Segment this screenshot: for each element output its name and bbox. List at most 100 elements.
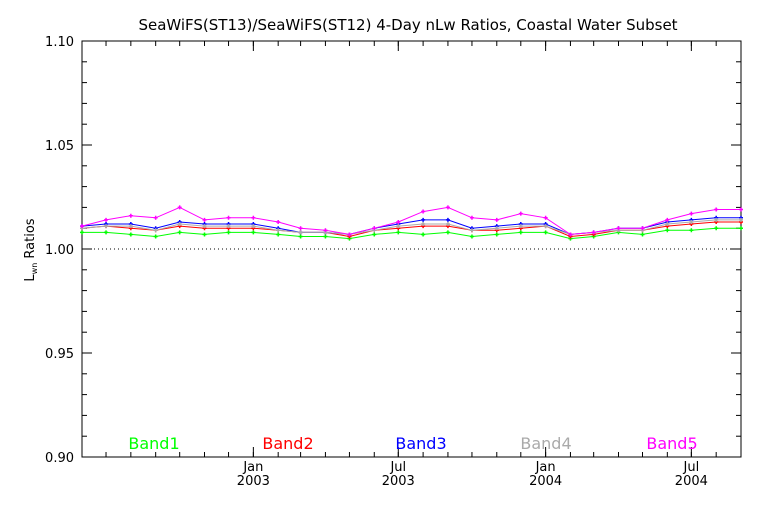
data-point — [128, 232, 133, 237]
chart-title: SeaWiFS(ST13)/SeaWiFS(ST12) 4-Day nLw Ra… — [138, 16, 677, 34]
x-tick-label-month: Jul — [389, 460, 406, 475]
data-point — [689, 211, 694, 216]
axis-ticks: 1.101.051.000.950.90Jan2003Jul2003Jan200… — [45, 35, 741, 489]
y-tick-label: 1.00 — [45, 243, 74, 258]
data-point — [469, 228, 474, 233]
data-point — [421, 217, 426, 222]
legend: Band1 Band2 Band3 Band4 Band5 — [128, 434, 697, 453]
data-point — [276, 219, 281, 224]
data-point — [226, 215, 231, 220]
data-point — [80, 224, 84, 229]
data-point — [616, 226, 621, 231]
data-point — [421, 232, 426, 237]
y-tick-label: 0.95 — [45, 347, 74, 362]
data-point — [153, 234, 158, 239]
data-point — [298, 226, 303, 231]
data-point — [298, 230, 303, 235]
data-point — [739, 207, 743, 212]
data-point — [518, 224, 523, 229]
y-tick-label: 0.90 — [45, 451, 74, 466]
series-band1 — [80, 226, 743, 241]
data-point — [739, 217, 743, 222]
x-tick-label-year: 2003 — [382, 474, 415, 489]
series-line-band1 — [82, 227, 741, 240]
data-point — [202, 217, 207, 222]
y-tick-label: 1.10 — [45, 35, 74, 50]
series-group — [80, 205, 743, 241]
data-point — [665, 217, 670, 222]
data-point — [128, 213, 133, 218]
x-tick-label-month: Jan — [242, 460, 263, 475]
legend-item-band3: Band3 — [395, 434, 446, 453]
data-point — [202, 232, 207, 237]
data-point — [518, 211, 523, 216]
y-axis-label-rest: Ratios — [23, 218, 38, 263]
data-point — [445, 222, 450, 227]
data-point — [298, 234, 303, 239]
data-point — [128, 224, 133, 229]
data-point — [543, 224, 548, 229]
data-point — [591, 230, 596, 235]
data-point — [421, 209, 426, 214]
data-point — [469, 215, 474, 220]
data-point — [518, 230, 523, 235]
data-point — [104, 224, 109, 229]
data-point — [347, 232, 352, 237]
data-point — [226, 230, 231, 235]
data-point — [251, 230, 256, 235]
y-axis-label: Lwn Ratios — [23, 218, 39, 281]
data-point — [640, 232, 645, 237]
data-point — [739, 226, 743, 231]
x-tick-label-year: 2004 — [529, 474, 562, 489]
legend-item-band5: Band5 — [646, 434, 697, 453]
data-point — [177, 230, 182, 235]
y-axis-label-subscript: wn — [30, 263, 39, 275]
data-point — [153, 228, 158, 233]
data-point — [494, 232, 499, 237]
x-tick-label-year: 2003 — [237, 474, 270, 489]
data-point — [494, 217, 499, 222]
data-point — [640, 226, 645, 231]
data-point — [396, 230, 401, 235]
data-point — [323, 228, 328, 233]
data-point — [153, 215, 158, 220]
data-point — [665, 222, 670, 227]
data-point — [396, 224, 401, 229]
data-point — [323, 234, 328, 239]
series-line-band4 — [81, 219, 741, 235]
data-point — [543, 230, 548, 235]
data-point — [251, 215, 256, 220]
data-point — [543, 215, 548, 220]
x-tick-label-month: Jul — [683, 460, 700, 475]
legend-item-band1: Band1 — [128, 434, 179, 453]
data-point — [421, 222, 426, 227]
data-point — [714, 226, 719, 231]
legend-item-band4: Band4 — [520, 434, 571, 453]
series-line-band5 — [81, 206, 741, 235]
data-point — [372, 226, 377, 231]
data-point — [104, 230, 109, 235]
series-band5 — [80, 205, 743, 237]
data-point — [276, 228, 281, 233]
data-point — [494, 226, 499, 231]
data-point — [80, 230, 84, 235]
x-tick-label-month: Jan — [535, 460, 556, 475]
y-tick-label: 1.05 — [45, 139, 74, 154]
data-point — [714, 217, 719, 222]
data-point — [445, 217, 450, 222]
data-point — [469, 234, 474, 239]
data-point — [445, 230, 450, 235]
data-point — [276, 232, 281, 237]
data-point — [396, 219, 401, 224]
y-axis-label-main: L — [23, 274, 38, 282]
data-point — [568, 232, 573, 237]
data-point — [104, 217, 109, 222]
data-point — [689, 219, 694, 224]
data-point — [689, 228, 694, 233]
series-band4 — [80, 217, 743, 237]
data-point — [202, 224, 207, 229]
data-point — [177, 205, 182, 210]
data-point — [177, 222, 182, 227]
data-point — [372, 232, 377, 237]
